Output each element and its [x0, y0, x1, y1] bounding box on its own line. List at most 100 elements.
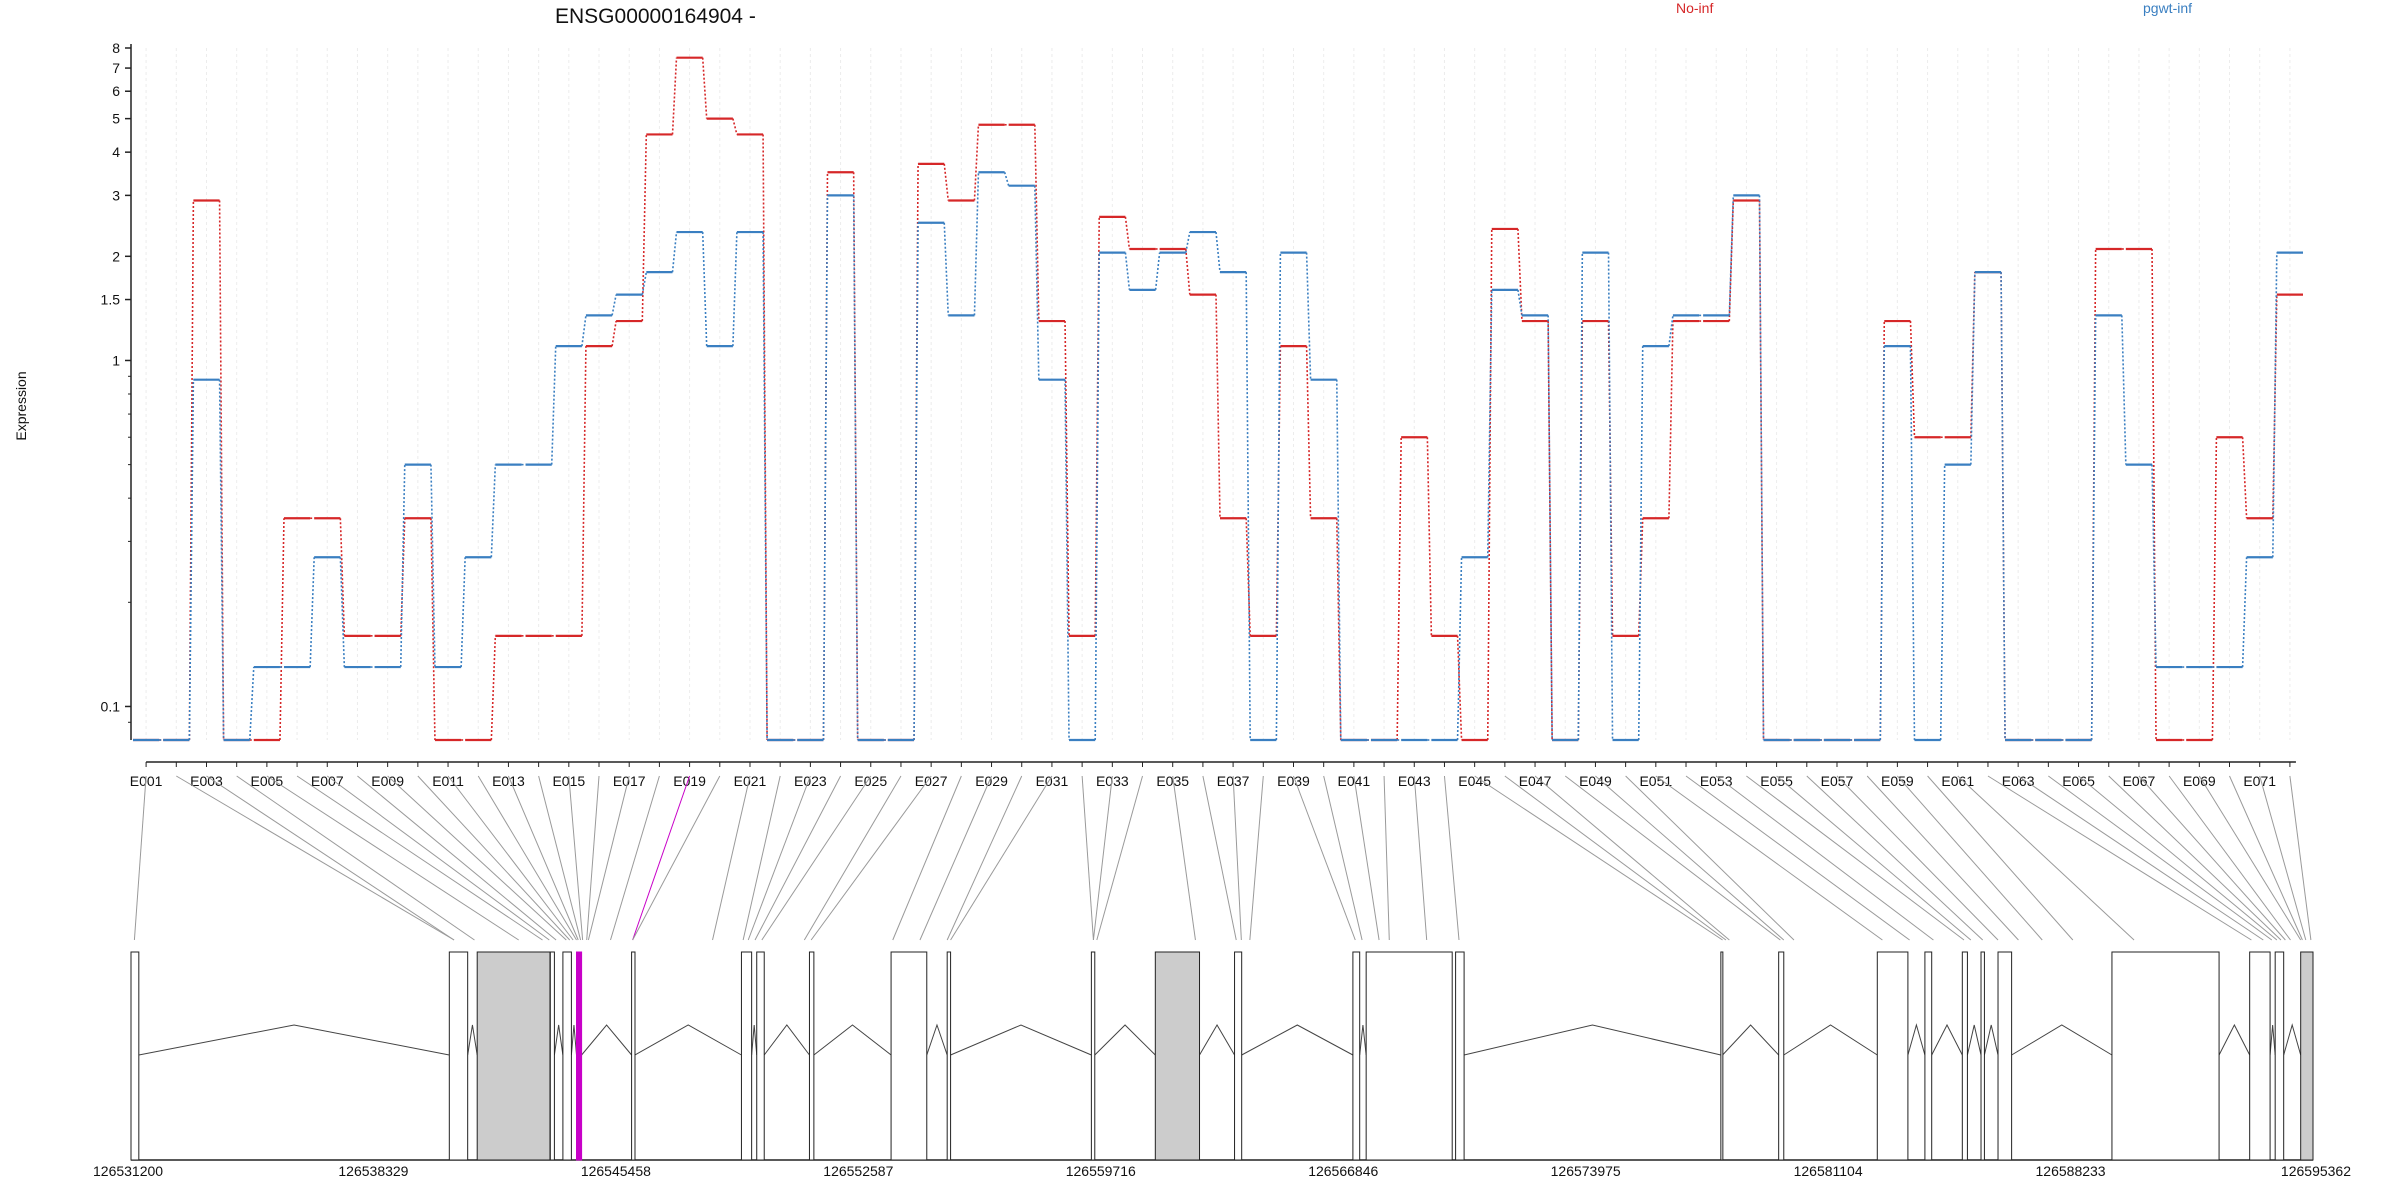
series-connector [1215, 294, 1221, 519]
x-tick-label: E065 [2062, 773, 2095, 789]
series-connector [701, 232, 708, 347]
y-tick-label: 8 [112, 40, 120, 56]
exon-connector [1202, 775, 1237, 941]
exon-box [1778, 951, 1785, 1161]
exon-box [1961, 951, 1968, 1161]
y-tick-label: 4 [112, 144, 120, 160]
intron-line [2269, 1024, 2276, 1056]
intron-line [634, 1024, 742, 1056]
x-tick-label: E035 [1156, 773, 1189, 789]
x-tick-label: E033 [1096, 773, 1129, 789]
series-connector [1396, 437, 1402, 741]
exon-connector [950, 775, 1053, 941]
coordinate-label: 126531200 [93, 1163, 163, 1179]
exon-connector [587, 775, 630, 941]
exon-box [476, 951, 551, 1161]
intron-line [2011, 1024, 2113, 1056]
series-connector [1970, 272, 1976, 465]
exon-connector [2017, 775, 2264, 941]
series-connector [943, 163, 950, 201]
x-tick-label: E053 [1700, 773, 1733, 789]
intron-line [581, 1024, 632, 1056]
x-tick-label: E003 [190, 773, 223, 789]
x-tick-label: E031 [1036, 773, 1069, 789]
x-tick-label: E055 [1760, 773, 1793, 789]
intron-line [553, 1024, 564, 1056]
x-tick-label: E071 [2243, 773, 2276, 789]
exon-box [1352, 951, 1361, 1161]
exon-connector [1249, 775, 1264, 941]
exon-connector [296, 775, 543, 941]
exon-box [1455, 951, 1465, 1161]
series-connector [1335, 518, 1342, 741]
exon-connector [1323, 775, 1363, 941]
series-connector [188, 379, 195, 741]
series-connector [1668, 315, 1674, 347]
exon-connector [2229, 775, 2303, 941]
exon-connector [754, 775, 842, 941]
exon-connector [1897, 775, 2043, 941]
series-connector [611, 294, 617, 316]
series-connector [399, 464, 406, 668]
series-connector [701, 57, 708, 119]
series-connector [1668, 321, 1674, 519]
exon-box [2111, 951, 2220, 1161]
exon-connector [1504, 775, 1727, 941]
coordinate-label: 126588233 [2036, 1163, 2106, 1179]
exon-connector [2138, 775, 2286, 941]
series-connector [490, 635, 497, 741]
x-tick-label: E041 [1338, 773, 1371, 789]
exon-box [946, 951, 952, 1161]
coordinate-label: 126566846 [1308, 1163, 1378, 1179]
series-connector [913, 222, 919, 741]
series-connector [309, 557, 315, 668]
y-tick-label: 3 [112, 187, 120, 203]
exon-box [890, 951, 928, 1161]
series-connector [1215, 232, 1221, 273]
chart-title: ENSG00000164904 - [555, 5, 756, 28]
series-connector [490, 464, 497, 558]
series-connector [1064, 379, 1070, 741]
exon-connector-lines [133, 775, 2312, 941]
series-connector [1486, 228, 1493, 741]
exon-connector [810, 775, 932, 941]
exon-connector [326, 775, 550, 941]
series-connector [218, 200, 225, 741]
exon-connector [1806, 775, 1984, 941]
y-tick-label: 1.5 [101, 292, 121, 308]
exon-connector [586, 775, 600, 941]
exon-connector [610, 775, 660, 941]
x-tick-label: E017 [613, 773, 646, 789]
series-connector [550, 346, 557, 465]
x-tick-label: E025 [854, 773, 887, 789]
series-connector [1124, 252, 1131, 290]
intron-line [467, 1024, 478, 1056]
exon-connector [1293, 775, 1356, 941]
series-connector [1154, 252, 1161, 290]
exon-connector [1096, 775, 1143, 941]
exon-box [1090, 951, 1096, 1161]
series-connector [1879, 346, 1886, 741]
series-connector [2241, 437, 2248, 519]
exon-box [2249, 951, 2271, 1161]
exon-connector [1413, 775, 1428, 941]
exon-connector [176, 775, 455, 941]
exon-connector [1836, 775, 1999, 941]
series-connector [822, 195, 829, 741]
exon-connector [538, 775, 582, 941]
series-connector [1185, 248, 1191, 295]
exon-connector [1564, 775, 1781, 941]
exon-connector [761, 775, 872, 941]
series-connector [1758, 195, 1765, 741]
exon-connector [1474, 775, 1723, 941]
x-tick-label: E019 [673, 773, 706, 789]
exon-box [562, 951, 572, 1161]
legend-entry-pgwt-inf: pgwt-inf [2143, 0, 2192, 16]
exon-box [1365, 951, 1453, 1161]
intron-line [1094, 1024, 1156, 1056]
exon-connector [1534, 775, 1730, 941]
x-tick-label: E057 [1821, 773, 1854, 789]
series-connector [1456, 557, 1463, 741]
exon-connector [1746, 775, 1965, 941]
exon-connector [1987, 775, 2252, 941]
